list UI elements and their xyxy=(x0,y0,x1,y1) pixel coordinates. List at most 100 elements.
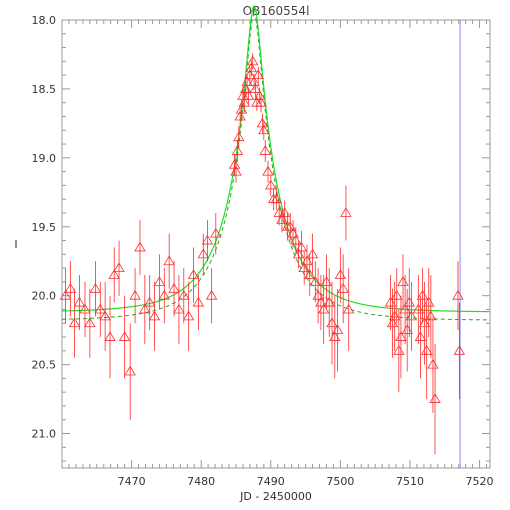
y-tick-label: 18.0 xyxy=(32,14,57,27)
data-point xyxy=(278,207,291,217)
plot-frame xyxy=(61,19,491,469)
data-point xyxy=(94,303,106,314)
data-point xyxy=(393,345,405,355)
data-point xyxy=(425,310,437,321)
data-point xyxy=(139,303,151,314)
data-point xyxy=(124,365,136,376)
data-point xyxy=(427,358,439,369)
data-point xyxy=(386,317,399,328)
data-point xyxy=(99,310,111,321)
data-point xyxy=(395,331,407,341)
data-point xyxy=(384,296,397,307)
data-point xyxy=(391,289,403,300)
x-tick-label: 7510 xyxy=(396,475,424,488)
data-points xyxy=(59,53,466,455)
x-tick-label: 7480 xyxy=(187,475,215,488)
data-point xyxy=(79,303,91,314)
data-point xyxy=(238,96,251,107)
data-point xyxy=(331,324,344,335)
data-point xyxy=(259,145,271,155)
x-axis-title: JD - 2450000 xyxy=(239,490,312,503)
data-point xyxy=(258,124,270,135)
data-point xyxy=(173,303,185,314)
data-point xyxy=(397,276,409,286)
data-point xyxy=(418,317,431,328)
x-tick-label: 7500 xyxy=(326,475,354,488)
data-point xyxy=(231,145,244,155)
model-curve-solid xyxy=(61,5,490,313)
data-point xyxy=(399,303,411,314)
data-point xyxy=(452,289,464,300)
data-point xyxy=(245,62,257,73)
data-point xyxy=(337,283,349,293)
data-point xyxy=(388,310,401,321)
model-curves xyxy=(61,5,490,321)
data-point xyxy=(168,283,180,293)
data-point xyxy=(412,303,425,314)
data-point xyxy=(234,110,246,121)
data-point xyxy=(163,255,175,266)
data-point xyxy=(104,331,116,341)
data-point xyxy=(405,310,418,321)
data-point xyxy=(230,165,242,176)
data-point xyxy=(205,289,218,300)
data-point xyxy=(118,331,131,341)
data-point xyxy=(73,296,86,307)
data-point xyxy=(210,227,222,238)
x-axis-ticks: 7470 7480 7490 7500 7510 7520 xyxy=(61,20,494,488)
plot-border xyxy=(61,19,491,469)
y-tick-label: 21.0 xyxy=(32,428,57,441)
data-point xyxy=(270,193,283,204)
data-point xyxy=(143,296,156,307)
data-point xyxy=(59,289,72,300)
data-point xyxy=(290,234,302,245)
y-tick-label: 19.0 xyxy=(32,152,57,165)
data-point xyxy=(416,289,429,300)
data-point xyxy=(244,69,256,80)
data-point xyxy=(295,241,308,252)
data-point xyxy=(158,289,171,300)
data-point xyxy=(414,331,427,341)
data-point xyxy=(197,248,209,259)
x-tick-label: 7490 xyxy=(257,475,285,488)
chart-title: OB160554l xyxy=(243,4,310,18)
data-point xyxy=(429,393,441,403)
y-tick-label: 20.5 xyxy=(32,359,57,372)
data-point xyxy=(182,310,195,321)
data-point xyxy=(64,283,77,293)
data-point xyxy=(201,234,214,245)
data-point xyxy=(403,296,415,307)
y-tick-label: 18.5 xyxy=(32,83,57,96)
data-point xyxy=(306,248,319,259)
data-point xyxy=(153,276,166,286)
x-tick-label: 7470 xyxy=(118,475,146,488)
data-point xyxy=(129,289,141,300)
data-point xyxy=(113,262,125,273)
data-point xyxy=(420,345,433,355)
data-point xyxy=(187,269,200,279)
data-point xyxy=(89,283,102,293)
data-point xyxy=(246,55,259,66)
y-tick-label: 20.0 xyxy=(32,290,57,303)
data-point xyxy=(233,131,245,142)
data-point xyxy=(262,165,274,176)
x-tick-label: 7520 xyxy=(466,475,494,488)
data-point xyxy=(249,83,262,93)
model-curve-dashed xyxy=(61,13,490,321)
data-point xyxy=(68,317,81,328)
data-point xyxy=(343,303,355,314)
data-point xyxy=(178,289,190,300)
data-point xyxy=(453,345,466,355)
y-axis-title: I xyxy=(14,238,17,251)
data-point xyxy=(255,96,267,107)
data-point xyxy=(192,296,205,307)
data-point xyxy=(340,207,352,217)
y-axis-ticks: 18.0 18.5 19.0 19.5 20.0 20.5 21.0 xyxy=(32,14,490,462)
data-point xyxy=(108,269,120,279)
data-point xyxy=(423,296,435,307)
data-point xyxy=(84,317,96,328)
data-point xyxy=(134,241,146,252)
y-tick-label: 19.5 xyxy=(32,221,57,234)
data-point xyxy=(401,324,413,335)
